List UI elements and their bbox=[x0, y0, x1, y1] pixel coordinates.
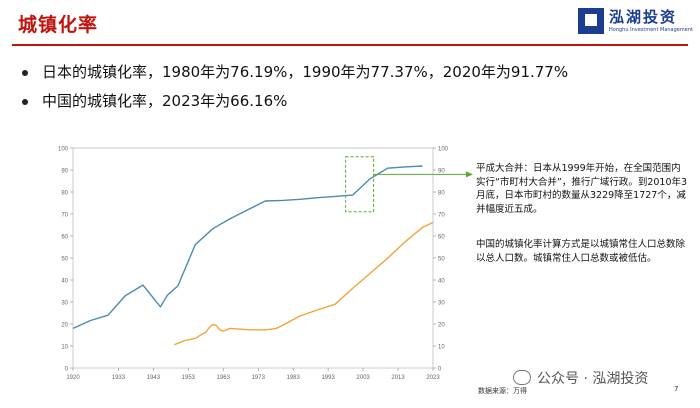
highlight-arrow-head bbox=[466, 171, 473, 178]
logo-mark-icon bbox=[578, 8, 604, 34]
note-heisei-merger: 平成大合并：日本从1999年开始，在全国范围内实行“市町村大合并”，推行广域行政… bbox=[476, 163, 688, 215]
company-logo: 泓湖投资 Honghu Investment Management bbox=[578, 6, 693, 36]
page-title: 城镇化率 bbox=[18, 14, 99, 36]
x-tick-label: 1973 bbox=[252, 375, 266, 381]
watermark-text: 公众号 · 泓湖投资 bbox=[537, 371, 649, 387]
y-tick-label-left: 0 bbox=[65, 367, 69, 373]
y-tick-label-right: 50 bbox=[438, 257, 445, 263]
y-tick-label-right: 0 bbox=[438, 367, 442, 373]
x-tick-label: 1943 bbox=[147, 375, 161, 381]
wechat-icon bbox=[513, 370, 531, 385]
y-tick-label-left: 60 bbox=[61, 235, 68, 241]
y-tick-label-right: 20 bbox=[438, 323, 445, 329]
bullet-japan: 日本的城镇化率，1980年为76.19%，1990年为77.37%，2020年为… bbox=[22, 58, 568, 87]
y-tick-label-right: 10 bbox=[438, 345, 445, 351]
highlight-box bbox=[345, 156, 375, 213]
x-tick-label: 1963 bbox=[217, 375, 231, 381]
y-tick-label-left: 50 bbox=[61, 257, 68, 263]
urbanization-chart: 0 0 10 10 20 20 30 30 40 40 50 50 60 60 70 70 80 80 90 90 10… bbox=[58, 147, 473, 381]
x-tick-label: 1953 bbox=[182, 375, 196, 381]
x-tick-label: 1920 bbox=[66, 375, 80, 381]
watermark: 公众号 · 泓湖投资 bbox=[513, 368, 648, 388]
y-tick-label-left: 90 bbox=[61, 169, 68, 175]
y-tick-label-right: 100 bbox=[438, 147, 449, 153]
y-tick-label-right: 90 bbox=[438, 169, 445, 175]
x-tick-label: 2023 bbox=[426, 375, 440, 381]
title-divider bbox=[12, 44, 688, 46]
logo-subtitle: Honghu Investment Management bbox=[609, 27, 693, 33]
x-tick-label: 2003 bbox=[356, 375, 370, 381]
y-tick-label-left: 30 bbox=[61, 301, 68, 307]
x-tick-label: 1993 bbox=[321, 375, 335, 381]
y-tick-label-right: 60 bbox=[438, 235, 445, 241]
x-tick-label: 1983 bbox=[287, 375, 301, 381]
y-tick-label-left: 80 bbox=[61, 191, 68, 197]
bullet-china: 中国的城镇化率，2023年为66.16% bbox=[22, 87, 568, 116]
y-tick-label-right: 30 bbox=[438, 301, 445, 307]
plot-frame bbox=[72, 147, 434, 369]
x-tick-label: 1933 bbox=[112, 375, 126, 381]
y-tick-label-left: 10 bbox=[61, 345, 68, 351]
y-tick-label-right: 40 bbox=[438, 279, 445, 285]
note-calculation-method: 中国的城镇化率计算方式是以城镇常住人口总数除以总人口数。城镇常住人口总数或被低估… bbox=[476, 239, 686, 264]
y-tick-label-right: 70 bbox=[438, 213, 445, 219]
y-tick-label-left: 70 bbox=[61, 213, 68, 219]
data-source: 数据来源：万得 bbox=[478, 387, 527, 395]
y-tick-label-left: 100 bbox=[58, 147, 69, 153]
series-line-1 bbox=[174, 221, 434, 346]
y-tick-label-left: 20 bbox=[61, 323, 68, 329]
bullet-list: 日本的城镇化率，1980年为76.19%，1990年为77.37%，2020年为… bbox=[22, 58, 568, 116]
y-tick-label-left: 40 bbox=[61, 279, 68, 285]
series-line-0 bbox=[72, 165, 423, 330]
logo-name: 泓湖投资 bbox=[609, 8, 678, 26]
x-tick-label: 2013 bbox=[391, 375, 405, 381]
y-tick-label-right: 80 bbox=[438, 191, 445, 197]
page-number: 7 bbox=[674, 385, 679, 393]
